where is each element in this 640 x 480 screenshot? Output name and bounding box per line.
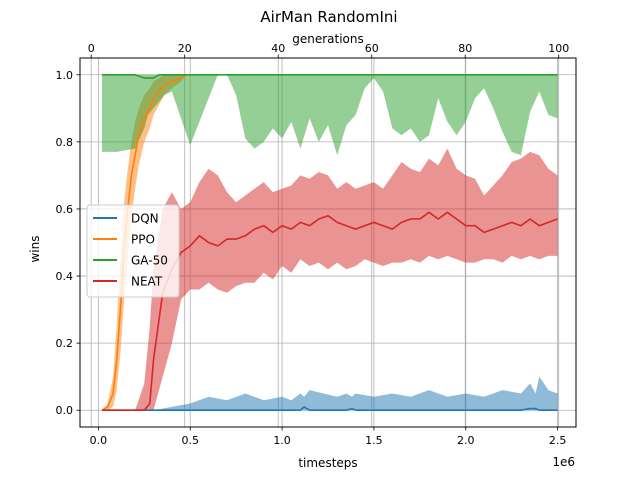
dqn-line [102, 406, 558, 412]
top-tick-label: 80 [458, 42, 472, 55]
confidence-bands [102, 74, 558, 411]
plot-frame [79, 57, 577, 428]
x-tick-label: 0.5 [181, 434, 199, 447]
legend-box [86, 204, 180, 298]
x-axis-label: timesteps [298, 456, 357, 470]
y-tick-label: 1.0 [56, 69, 74, 82]
x-tick-label: 2.0 [457, 434, 475, 447]
x-axis-scale-label: 1e6 [552, 455, 575, 469]
legend-label-ga-50: GA-50 [131, 254, 168, 268]
top-tick-label: 20 [178, 42, 192, 55]
y-axis-label: wins [28, 235, 42, 262]
y-tick-label: 0.8 [56, 136, 74, 149]
neat-line [102, 211, 558, 412]
y-tick-label: 0.4 [56, 270, 74, 283]
x-tick-label: 2.5 [549, 434, 567, 447]
ga-50-band [102, 74, 558, 156]
x-tick-label: 0.0 [90, 434, 108, 447]
top-tick-label: 40 [271, 42, 285, 55]
top-tick-label: 60 [365, 42, 379, 55]
x-tick-label: 1.5 [365, 434, 383, 447]
legend-label-neat: NEAT [131, 275, 163, 289]
legend: DQN PPO GA-50 NEAT [86, 204, 180, 298]
y-tick-label: 0.6 [56, 203, 74, 216]
dqn-band [102, 376, 558, 411]
ppo-band [102, 74, 187, 411]
y-tick-label: 0.2 [56, 337, 74, 350]
neat-band [102, 148, 558, 411]
top-tick-label: 0 [88, 42, 95, 55]
legend-label-dqn: DQN [131, 212, 159, 226]
chart-title: AirMan RandomIni [260, 8, 397, 26]
legend-label-ppo: PPO [131, 233, 155, 247]
axis-ticks: 0.0 0.5 1.0 1.5 2.0 2.5 0.0 0.2 0.4 0.6 0.8 1.0 0 20 4… [56, 42, 570, 447]
y-tick-label: 0.0 [56, 404, 74, 417]
ga-50-line [102, 74, 558, 79]
top-tick-label: 100 [548, 42, 569, 55]
ppo-line [101, 74, 187, 411]
series-lines [101, 74, 558, 412]
x-tick-label: 1.0 [273, 434, 291, 447]
top-axis-label: generations [292, 32, 364, 46]
